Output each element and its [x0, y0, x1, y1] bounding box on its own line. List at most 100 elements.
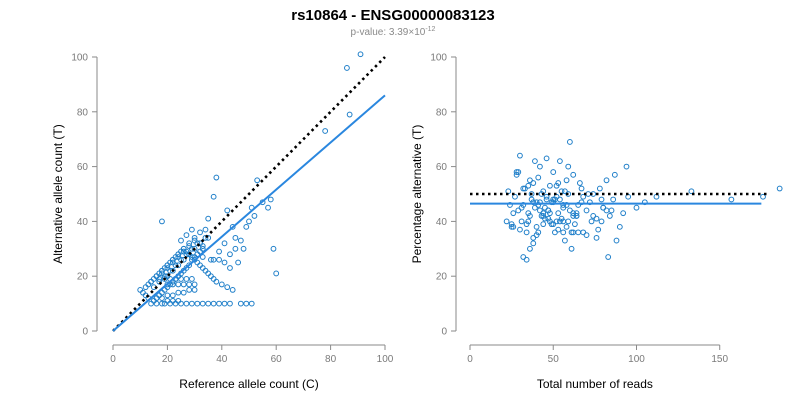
- data-point: [555, 210, 562, 217]
- data-point: [159, 300, 165, 307]
- x-tick-label: 150: [711, 354, 728, 365]
- data-point: [175, 297, 182, 304]
- data-point: [208, 273, 214, 280]
- data-point: [205, 215, 212, 222]
- data-point: [525, 218, 532, 225]
- data-point: [188, 300, 195, 307]
- data-point: [172, 300, 179, 307]
- data-point: [175, 251, 182, 258]
- data-point: [221, 259, 228, 266]
- data-point: [560, 229, 567, 236]
- data-point: [186, 251, 193, 258]
- data-point: [527, 245, 533, 252]
- data-point: [153, 300, 160, 307]
- data-point: [552, 196, 558, 203]
- x-tick-label: 100: [377, 354, 394, 365]
- data-point: [547, 210, 553, 217]
- data-point: [175, 262, 182, 269]
- data-point: [224, 284, 231, 291]
- data-point: [523, 229, 530, 236]
- data-point: [227, 300, 233, 307]
- data-point: [528, 191, 535, 197]
- y-tick-label: 80: [77, 107, 89, 118]
- data-point: [208, 256, 214, 263]
- data-point: [578, 199, 585, 206]
- data-point: [213, 174, 220, 181]
- data-point: [186, 287, 193, 293]
- data-point: [570, 171, 577, 178]
- data-point: [535, 229, 542, 236]
- x-tick-label: 100: [628, 354, 645, 365]
- data-point: [566, 139, 573, 145]
- data-point: [142, 284, 149, 291]
- data-point: [178, 276, 184, 282]
- y-tick-label: 60: [436, 162, 448, 173]
- data-point: [169, 281, 176, 288]
- y-tick-label: 20: [436, 272, 448, 283]
- data-point: [600, 204, 607, 211]
- data-point: [188, 276, 195, 282]
- data-point: [688, 188, 695, 195]
- data-point: [229, 223, 236, 230]
- data-point: [210, 193, 217, 200]
- data-point: [273, 270, 280, 277]
- x-axis-label: Total number of reads: [537, 377, 653, 391]
- data-point: [183, 276, 190, 282]
- data-point: [583, 207, 590, 214]
- data-point: [197, 262, 203, 269]
- data-point: [140, 289, 146, 296]
- subtitle-prefix: p-value: 3.39×10: [351, 27, 426, 38]
- data-point: [565, 163, 572, 170]
- data-point: [164, 292, 171, 299]
- right-panel: 0 50 100 150 0 20 40 60 80 100 Total number of rea…: [410, 53, 783, 391]
- data-point: [199, 300, 206, 307]
- data-point: [205, 270, 212, 277]
- data-point: [148, 300, 154, 307]
- data-point: [525, 182, 532, 189]
- reference-line: [112, 56, 386, 332]
- data-point: [216, 248, 222, 255]
- data-point: [503, 218, 510, 225]
- data-point: [156, 276, 163, 282]
- data-point: [542, 215, 548, 222]
- data-point: [586, 199, 593, 206]
- data-point: [156, 278, 163, 285]
- data-point: [186, 240, 193, 247]
- data-point: [191, 281, 198, 288]
- data-point: [218, 281, 225, 288]
- data-point: [216, 256, 222, 263]
- data-point: [530, 240, 537, 247]
- data-point: [530, 199, 537, 206]
- data-point: [169, 297, 176, 304]
- data-point: [550, 221, 557, 228]
- data-point: [561, 237, 568, 244]
- data-point: [728, 196, 735, 203]
- data-point: [518, 218, 525, 225]
- data-point: [197, 229, 203, 236]
- data-point: [265, 204, 271, 211]
- x-tick-label: 80: [325, 354, 337, 365]
- data-point: [153, 295, 160, 302]
- data-point: [232, 245, 239, 252]
- data-point: [575, 229, 582, 236]
- data-point: [543, 193, 550, 200]
- data-point: [169, 267, 176, 274]
- x-tick-label: 0: [110, 354, 116, 365]
- data-point: [199, 254, 206, 260]
- data-point: [210, 256, 217, 263]
- data-point: [194, 300, 201, 307]
- data-point: [221, 240, 228, 247]
- data-point: [167, 300, 174, 307]
- data-point: [202, 226, 209, 233]
- data-point: [580, 193, 587, 200]
- data-point: [557, 218, 563, 225]
- data-point: [508, 223, 515, 230]
- data-point: [533, 199, 540, 206]
- data-point: [344, 65, 350, 71]
- y-tick-label: 100: [71, 53, 88, 64]
- data-point: [178, 237, 184, 244]
- data-point: [543, 196, 550, 203]
- data-point: [246, 218, 252, 225]
- data-point: [183, 300, 190, 307]
- data-point: [235, 259, 242, 266]
